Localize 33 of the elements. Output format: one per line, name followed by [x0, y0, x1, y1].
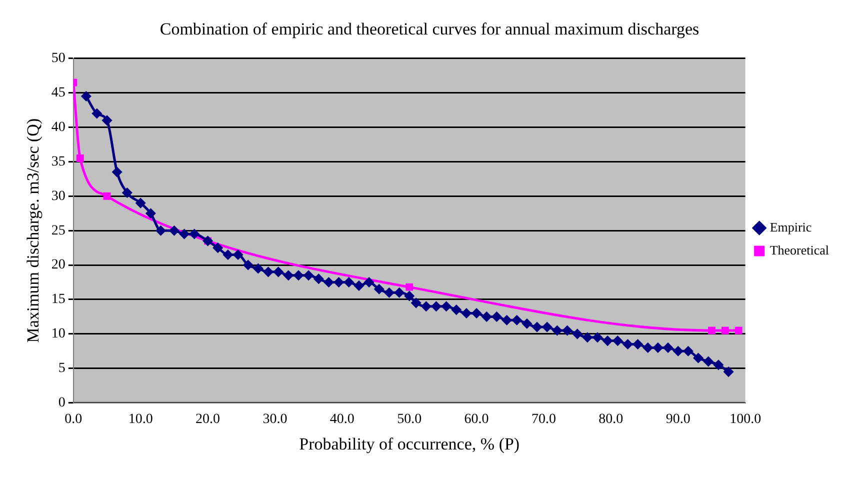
point: [734, 326, 742, 334]
x-tick-label: 80.0: [598, 412, 624, 427]
legend-label: Empiric: [770, 219, 812, 234]
y-tick-label: 30: [51, 188, 66, 204]
x-tick-label: 20.0: [196, 412, 220, 427]
point: [721, 326, 729, 334]
point: [103, 192, 111, 200]
y-tick-label: 40: [51, 120, 66, 135]
point: [708, 326, 716, 334]
x-tick-label: 0.0: [64, 412, 82, 427]
point: [406, 283, 414, 291]
x-tick-label: 70.0: [531, 412, 556, 427]
y-tick-label: 45: [51, 86, 66, 101]
y-tick-label: 15: [51, 292, 66, 308]
y-tick-label: 0: [58, 395, 66, 410]
x-tick-label: 50.0: [397, 412, 422, 427]
x-tick-label: 90.0: [666, 412, 690, 427]
y-tick-label: 35: [51, 154, 66, 170]
x-tick-label: 100.0: [730, 412, 762, 427]
y-tick-label: 10: [51, 326, 66, 342]
y-tick-label: 20: [51, 258, 66, 273]
x-tick-label: 60.0: [464, 412, 489, 427]
legend-label: Theoretical: [770, 242, 830, 258]
x-tick-label: 10.0: [128, 412, 153, 427]
y-tick-label: 50: [51, 51, 66, 66]
x-tick-label: 30.0: [262, 412, 288, 427]
chart-title: Combination of empiric and theoretical curves for annual maximum discharges: [160, 20, 700, 39]
point: [76, 154, 84, 162]
x-axis-title: Probability of occurrence, % (P): [299, 434, 520, 454]
y-tick-label: 5: [58, 361, 66, 376]
y-tick-label: 25: [51, 223, 66, 238]
x-tick-label: 40.0: [330, 412, 354, 427]
y-axis-title: Maximum discharge. m3/sec (Q): [24, 118, 43, 343]
